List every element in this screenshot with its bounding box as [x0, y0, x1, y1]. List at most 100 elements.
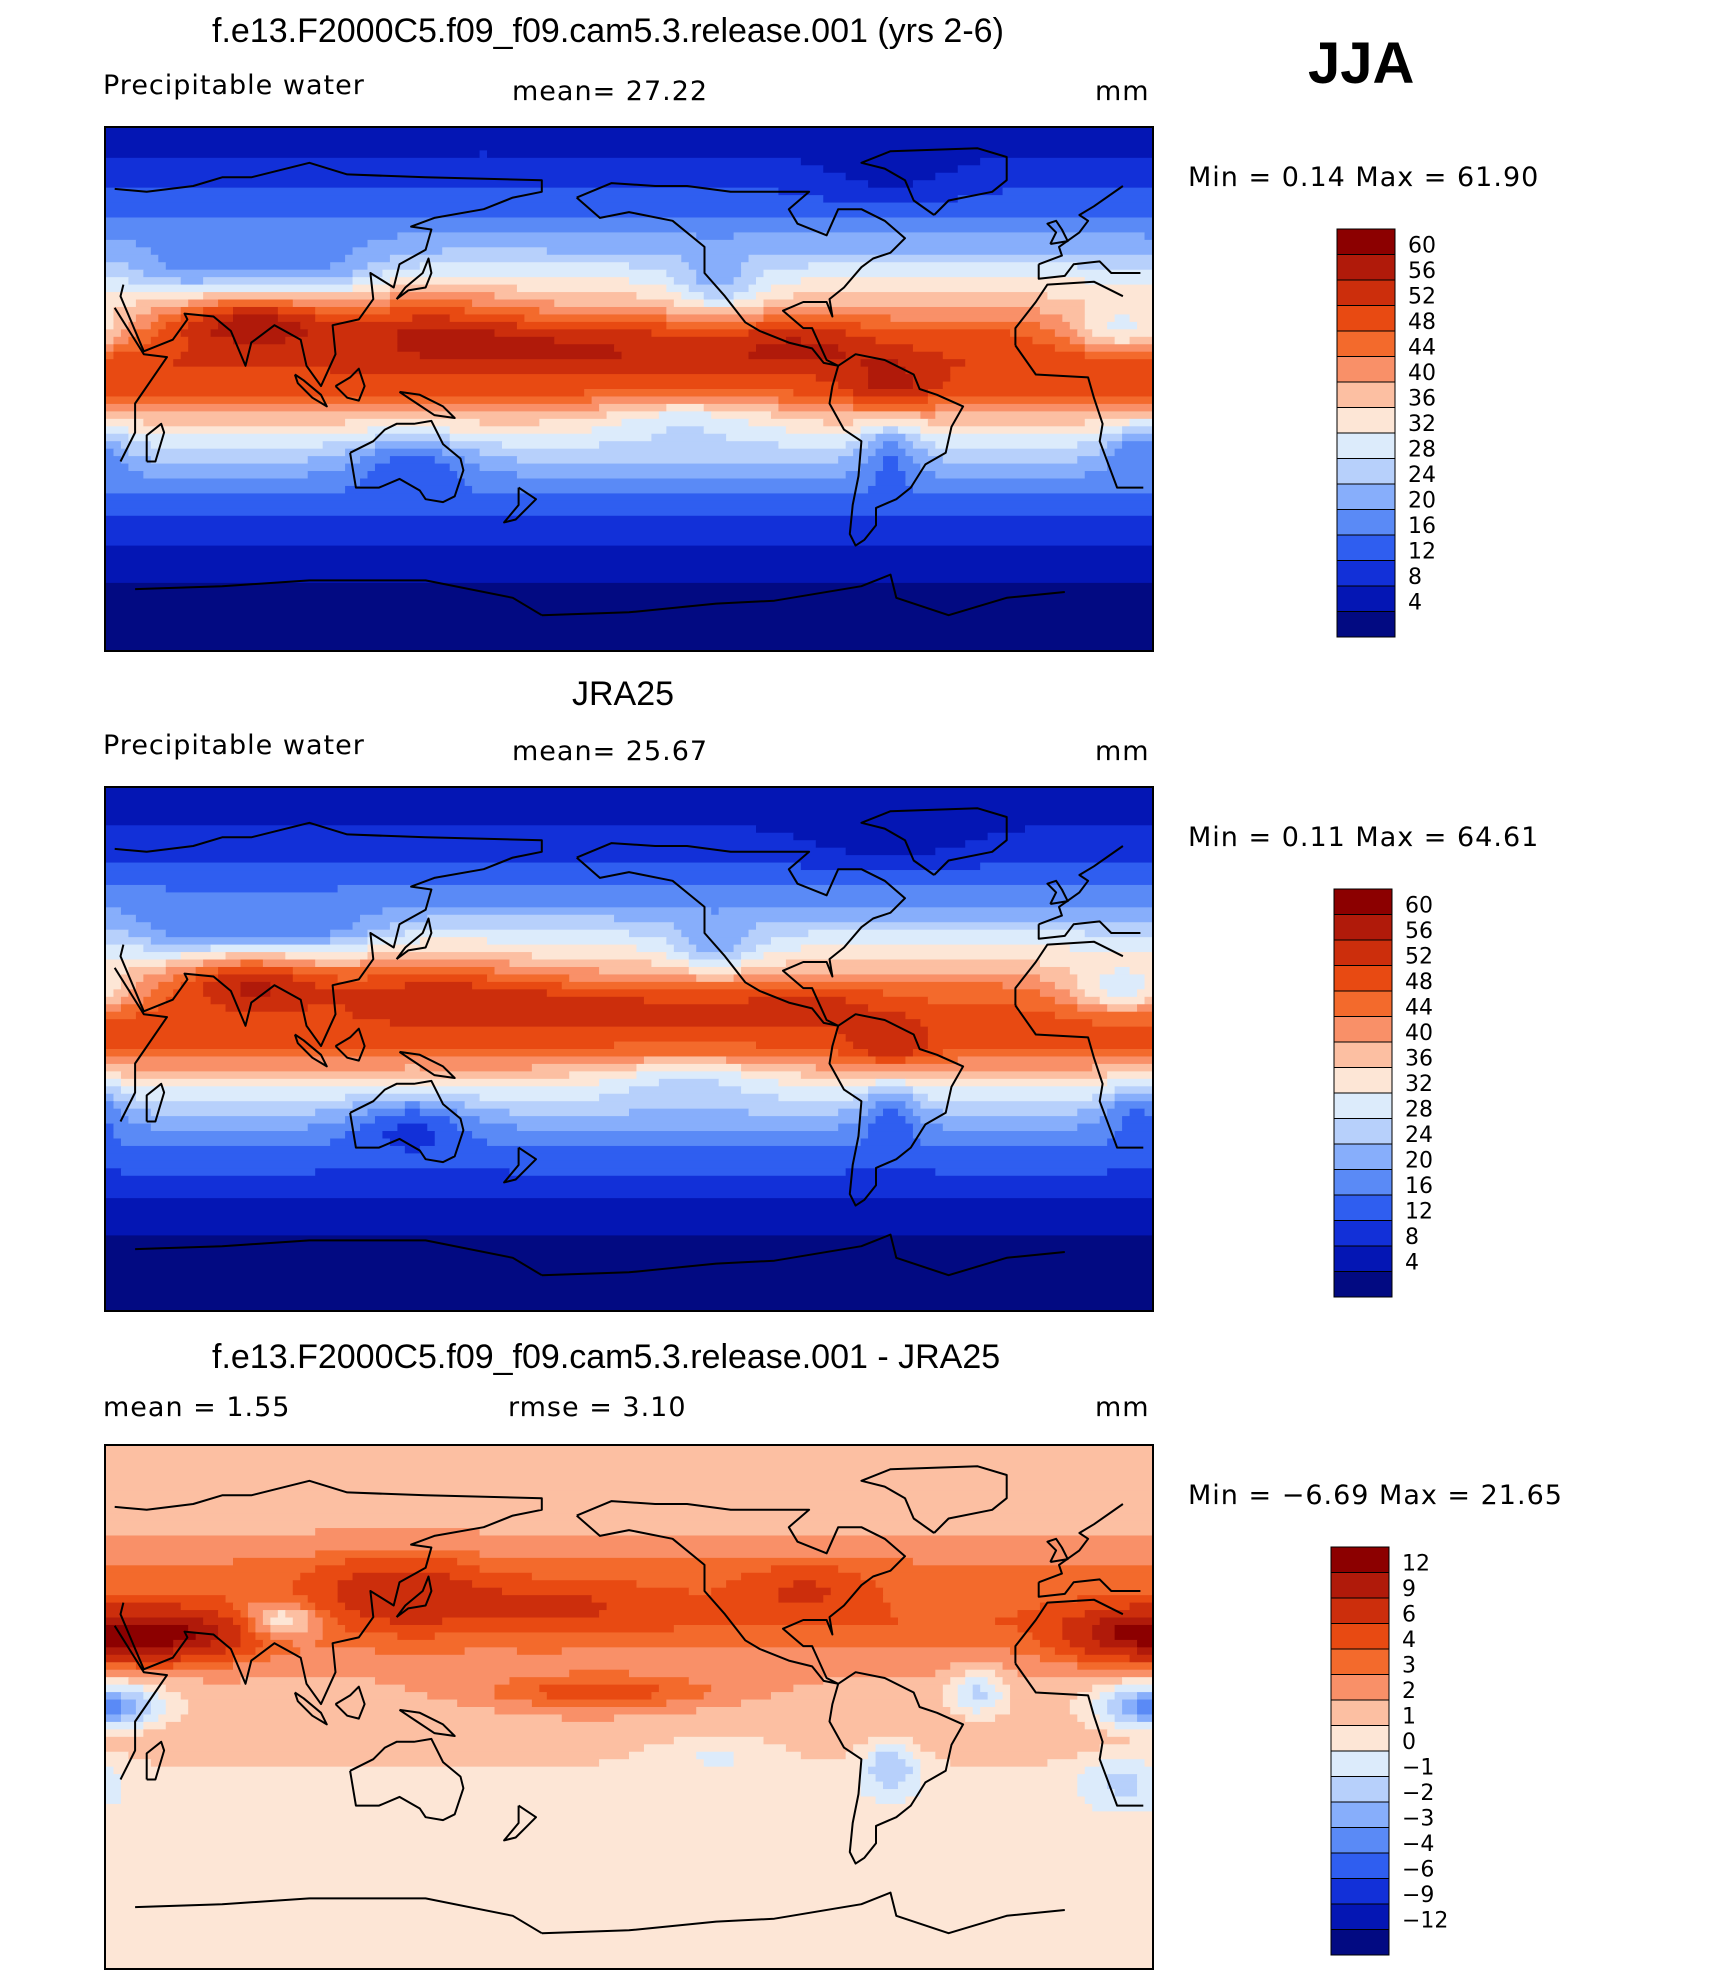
colorbar-1-swatch	[1336, 356, 1396, 383]
colorbar-2-tick-label: 12	[1405, 1200, 1433, 1225]
coastline-eurasia	[1037, 920, 1141, 940]
colorbar-3-swatch	[1330, 1546, 1390, 1573]
coastline-eurasia	[1038, 1503, 1124, 1584]
colorbar-1-swatch	[1336, 228, 1396, 255]
colorbar-3-swatch	[1330, 1801, 1390, 1828]
panel-3-mean-label: mean = 1.55	[103, 1392, 291, 1423]
panel-2-map	[104, 786, 1154, 1312]
colorbar-2-swatch	[1333, 914, 1393, 941]
colorbar-3-swatch	[1330, 1776, 1390, 1803]
coastline-africa	[113, 307, 168, 462]
coastline-madagascar	[145, 422, 166, 463]
coastline-madagascar	[145, 1740, 166, 1781]
season-label: JJA	[1308, 31, 1415, 96]
colorbar-2-tick-label: 36	[1405, 1047, 1433, 1072]
colorbar-2-swatch	[1333, 1220, 1393, 1247]
colorbar-2-tick-label: 48	[1405, 970, 1433, 995]
coastline-nz	[503, 486, 537, 524]
colorbar-3-tick-label: −9	[1402, 1883, 1434, 1908]
panel-2-coastlines	[113, 807, 1144, 1277]
colorbar-3-swatch	[1330, 1725, 1390, 1752]
panel-3-colorbar: 12 9 6 4 3 2 1 0 −1 −2 −3 −4 −6 −9 −12	[1330, 1546, 1480, 1971]
panel-2-units: mm	[1095, 736, 1150, 767]
colorbar-3-swatch	[1330, 1674, 1390, 1701]
coastline-eurasia	[1038, 185, 1124, 266]
colorbar-1-tick-label: 24	[1408, 463, 1436, 488]
panel-2-minmax: Min = 0.11 Max = 64.61	[1188, 822, 1540, 853]
colorbar-1-swatch	[1336, 381, 1396, 408]
colorbar-3-tick-label: −12	[1402, 1909, 1448, 1934]
coastline-eurasia	[114, 1479, 543, 1706]
colorbar-1-tick-label: 36	[1408, 387, 1436, 412]
colorbar-3-tick-label: −2	[1402, 1781, 1434, 1806]
colorbar-3-swatch	[1330, 1852, 1390, 1879]
colorbar-1-tick-label: 28	[1408, 438, 1436, 463]
coastline-samerica	[828, 1013, 965, 1207]
coastline-japan	[395, 917, 433, 960]
colorbar-3-swatch	[1330, 1572, 1390, 1599]
colorbar-2-tick-label: 24	[1405, 1123, 1433, 1148]
colorbar-1-swatch	[1336, 330, 1396, 357]
colorbar-3-tick-label: −4	[1402, 1832, 1434, 1857]
colorbar-1-swatch	[1336, 611, 1396, 638]
coastline-borneo	[334, 1027, 366, 1062]
coastline-greenland	[860, 1465, 1008, 1534]
coastline-africa	[1014, 1662, 1144, 1807]
colorbar-3-swatch	[1330, 1827, 1390, 1854]
colorbar-1-swatch	[1336, 432, 1396, 459]
colorbar-2-swatch	[1333, 1271, 1393, 1298]
coastline-africa	[1014, 1598, 1124, 1664]
coastline-eurasia	[1037, 260, 1141, 280]
coastline-sumatra	[293, 1033, 328, 1068]
colorbar-3-swatch	[1330, 1648, 1390, 1675]
coastline-japan	[395, 257, 433, 300]
coastline-nz	[503, 1146, 537, 1184]
colorbar-1-tick-label: 48	[1408, 310, 1436, 335]
colorbar-3-swatch	[1330, 1750, 1390, 1777]
coastline-antarctica	[135, 1897, 543, 1935]
colorbar-2-swatch	[1333, 1143, 1393, 1170]
colorbar-1-tick-label: 52	[1408, 285, 1436, 310]
colorbar-1-swatch	[1336, 585, 1396, 612]
coastline-nz	[503, 1804, 537, 1842]
colorbar-2-swatch	[1333, 1041, 1393, 1068]
colorbar-2-tick-label: 8	[1405, 1225, 1419, 1250]
colorbar-3-swatch	[1330, 1623, 1390, 1650]
coastline-japan	[395, 1575, 433, 1618]
panel-1-cells	[106, 128, 1152, 650]
coastline-borneo	[334, 1685, 366, 1720]
coastline-australia	[349, 1079, 465, 1164]
colorbar-2-tick-label: 52	[1405, 945, 1433, 970]
colorbar-1-tick-label: 60	[1408, 234, 1436, 259]
panel-1-mean-label: mean= 27.22	[512, 76, 709, 107]
coastline-eurasia	[1037, 1578, 1141, 1598]
panel-2-variable-label: Precipitable water	[103, 730, 365, 761]
colorbar-3-tick-label: −3	[1402, 1807, 1434, 1832]
coastline-antarctica	[135, 1239, 543, 1277]
panel-3-map	[104, 1444, 1154, 1970]
colorbar-3-tick-label: 12	[1402, 1552, 1430, 1577]
panel-2-cells	[106, 788, 1152, 1310]
coastline-uk	[1046, 1537, 1069, 1563]
coastline-africa	[113, 967, 168, 1122]
coastline-australia	[349, 419, 465, 504]
colorbar-2-swatch	[1333, 1118, 1393, 1145]
colorbar-3-tick-label: −6	[1402, 1858, 1434, 1883]
colorbar-1-swatch	[1336, 534, 1396, 561]
colorbar-1-swatch	[1336, 509, 1396, 536]
colorbar-3-tick-label: 2	[1402, 1679, 1416, 1704]
colorbar-3-swatch	[1330, 1903, 1390, 1930]
colorbar-3-tick-label: 3	[1402, 1654, 1416, 1679]
coastline-namerica	[576, 1500, 906, 1685]
coastline-namerica	[576, 842, 906, 1027]
coastline-samerica	[828, 353, 965, 547]
coastline-eurasia	[1038, 845, 1124, 926]
colorbar-2-tick-label: 60	[1405, 894, 1433, 919]
coastline-greenland	[860, 147, 1008, 216]
colorbar-1-swatch	[1336, 458, 1396, 485]
colorbar-1-tick-label: 4	[1408, 591, 1422, 616]
panel-1-map	[104, 126, 1154, 652]
colorbar-3-tick-label: 6	[1402, 1603, 1416, 1628]
coastline-antarctica	[541, 573, 1065, 617]
coastline-africa	[1014, 940, 1124, 1006]
